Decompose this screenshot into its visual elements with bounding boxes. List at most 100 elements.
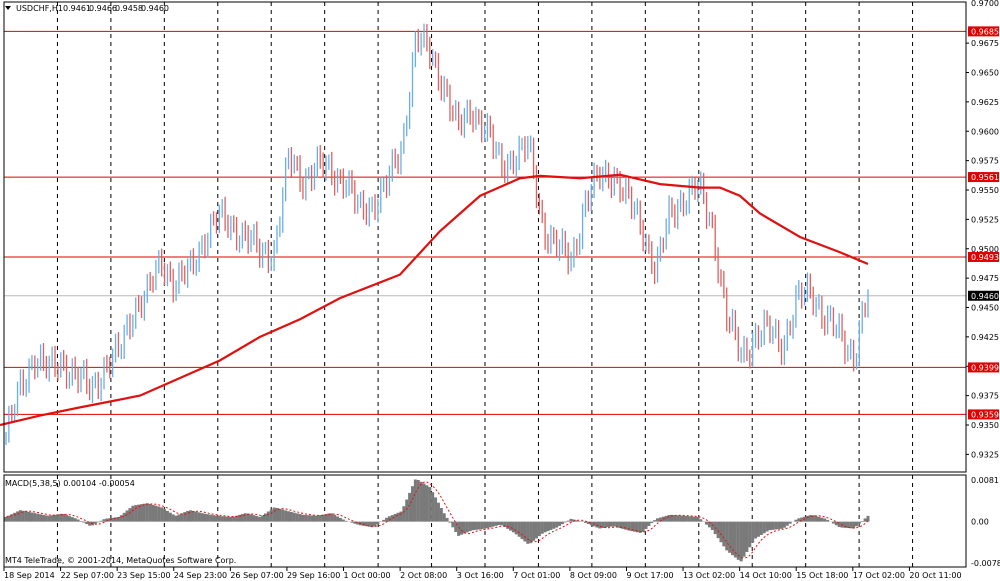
macd-bar xyxy=(134,505,138,522)
ohlc-low: 0.9458 xyxy=(115,4,143,13)
price-tick-label: 0.9550 xyxy=(971,186,999,195)
macd-bar xyxy=(428,487,432,522)
macd-bar xyxy=(220,516,224,522)
macd-bar xyxy=(263,513,267,522)
macd-bar xyxy=(396,512,400,522)
time-tick-label: 9 Oct 17:00 xyxy=(626,571,673,580)
macd-panel-frame xyxy=(3,474,967,568)
macd-bar xyxy=(165,510,169,522)
macd-bar xyxy=(860,521,864,522)
macd-bar xyxy=(111,517,115,522)
price-tick-label: 0.9375 xyxy=(971,392,999,401)
macd-bar xyxy=(800,517,804,522)
time-axis: 18 Sep 2014 22 Sep 07:00 23 Sep 15:00 24 Se… xyxy=(3,567,962,580)
macd-bar xyxy=(387,516,391,522)
level-tag-box xyxy=(968,251,999,262)
time-tick-label: 29 Sep 16:00 xyxy=(287,571,340,580)
macd-bar xyxy=(817,516,821,522)
macd-bar xyxy=(500,521,504,526)
macd-bar xyxy=(10,514,14,522)
macd-bar xyxy=(638,521,642,533)
macd-bar xyxy=(229,516,233,522)
macd-bar xyxy=(664,515,668,522)
macd-bar xyxy=(390,515,394,522)
macd-bar xyxy=(203,513,207,522)
macd-bar xyxy=(673,515,677,522)
macd-bar xyxy=(18,510,22,522)
macd-bar xyxy=(148,504,152,522)
macd-bar xyxy=(595,521,599,528)
macd-bar xyxy=(710,521,714,531)
macd-bar xyxy=(826,519,830,522)
macd-bar xyxy=(733,521,737,558)
macd-bar xyxy=(171,514,175,522)
macd-bar xyxy=(36,513,40,522)
macd-axis-label: 0.00 xyxy=(971,518,989,527)
macd-bar xyxy=(376,521,380,525)
macd-bar xyxy=(226,516,230,522)
macd-bar xyxy=(811,515,815,522)
macd-bar xyxy=(44,515,48,522)
level-tag-label: 0.9359 xyxy=(971,410,999,419)
macd-bar xyxy=(327,513,331,522)
macd-bar xyxy=(431,492,435,522)
macd-bar xyxy=(85,521,89,525)
macd-bar xyxy=(736,521,740,560)
macd-bar xyxy=(67,516,71,522)
macd-bar xyxy=(618,521,622,529)
macd-bar xyxy=(350,521,354,523)
macd-bar xyxy=(523,521,527,542)
macd-bar xyxy=(457,521,461,536)
time-tick-label: 24 Sep 23:00 xyxy=(174,571,227,580)
macd-bar xyxy=(526,521,530,544)
grid-lines xyxy=(56,2,967,567)
macd-bar xyxy=(439,507,443,522)
macd-bar xyxy=(748,521,752,548)
macd-bar xyxy=(200,513,204,522)
chart-title: USDCHF,H1 xyxy=(16,4,63,13)
macd-bar xyxy=(255,516,259,522)
level-tag-label: 0.9493 xyxy=(971,253,999,262)
macd-bar xyxy=(569,518,573,522)
macd-bar xyxy=(99,520,103,522)
macd-bar xyxy=(70,517,74,522)
level-tag-box xyxy=(968,172,999,183)
macd-bar xyxy=(281,509,285,522)
macd-bar xyxy=(488,521,492,528)
macd-bar xyxy=(402,506,406,522)
macd-bar xyxy=(693,516,697,522)
moving-average-path xyxy=(0,173,869,427)
time-tick-label: 13 Oct 02:00 xyxy=(683,571,735,580)
macd-bar xyxy=(687,516,691,522)
macd-bar xyxy=(62,513,66,522)
ohlc-open: 0.9461 xyxy=(63,4,91,13)
macd-bar xyxy=(831,521,835,524)
macd-bar xyxy=(462,521,466,534)
macd-bar xyxy=(797,518,801,522)
macd-bar xyxy=(289,511,293,522)
ohlc-close: 0.9460 xyxy=(141,4,169,13)
macd-bar xyxy=(356,521,360,525)
macd-bar xyxy=(119,515,123,522)
macd-bar xyxy=(788,521,792,524)
macd-bar xyxy=(454,521,458,533)
macd-bar xyxy=(252,515,256,522)
price-tick-label: 0.9525 xyxy=(971,215,999,224)
macd-bar xyxy=(312,515,316,522)
macd-bar xyxy=(563,521,567,523)
macd-bar xyxy=(269,509,273,522)
macd-bar xyxy=(33,513,37,522)
macd-bar xyxy=(183,512,187,522)
macd-bar xyxy=(370,521,374,528)
price-tick-label: 0.9500 xyxy=(971,245,999,254)
macd-bar xyxy=(425,485,429,522)
macd-bar xyxy=(304,514,308,522)
macd-bar xyxy=(7,515,11,522)
macd-bar xyxy=(393,513,397,522)
macd-bar xyxy=(684,516,688,522)
chart-menu-triangle-icon[interactable] xyxy=(5,6,11,10)
macd-bar xyxy=(142,503,146,522)
macd-bar xyxy=(615,521,619,528)
time-tick-label: 18 Sep 2014 xyxy=(4,571,55,580)
price-tick-label: 0.9450 xyxy=(971,304,999,313)
